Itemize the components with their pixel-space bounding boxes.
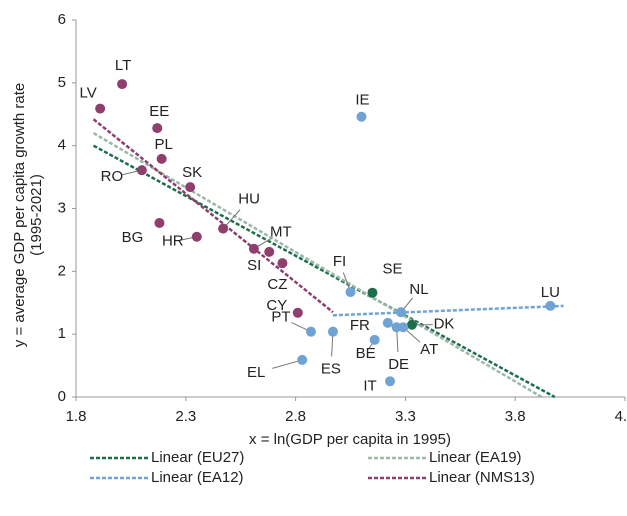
point <box>191 231 202 242</box>
point-label: PT <box>271 309 290 326</box>
point-label: PL <box>154 136 172 153</box>
point <box>406 319 417 330</box>
y-tick-label: 5 <box>58 74 66 91</box>
point-label: CZ <box>267 276 287 293</box>
point <box>382 317 393 328</box>
x-tick-label: 1.8 <box>66 408 87 425</box>
point <box>152 123 163 134</box>
trendline <box>92 144 556 399</box>
point-label: LU <box>541 284 560 301</box>
y-tick-label: 1 <box>58 325 66 342</box>
point-label: LT <box>115 57 131 74</box>
point <box>398 322 409 333</box>
point <box>117 79 128 90</box>
point-label: RO <box>101 168 124 185</box>
point-label: FR <box>350 317 370 334</box>
point-label: HR <box>162 233 184 250</box>
point-label: ES <box>321 361 341 378</box>
point <box>327 326 338 337</box>
point <box>385 376 396 387</box>
point <box>305 326 316 337</box>
point-label: DE <box>388 356 409 373</box>
y-tick-label: 3 <box>58 199 66 216</box>
point <box>264 246 275 257</box>
point-label: SK <box>182 164 202 181</box>
y-tick-label: 4 <box>58 137 66 154</box>
point-label: BE <box>356 345 376 362</box>
point <box>156 153 167 164</box>
leader-line <box>272 359 303 369</box>
legend-label: Linear (EU27) <box>151 449 244 466</box>
point-label: SE <box>382 261 402 278</box>
x-tick-label: 3.8 <box>505 408 526 425</box>
point-label: IT <box>363 377 376 394</box>
point <box>136 165 147 176</box>
point <box>356 111 367 122</box>
legend-label: Linear (EA19) <box>429 449 522 466</box>
trendline <box>92 118 334 314</box>
point <box>292 307 303 318</box>
point-label: EE <box>149 103 169 120</box>
x-tick-label: 4.3 <box>615 408 627 425</box>
trendline <box>92 132 543 399</box>
point-label: LV <box>80 85 97 102</box>
y-axis-title: y = average GDP per capita growth rate <box>11 83 28 347</box>
point-label: SI <box>247 257 261 274</box>
point-label: EL <box>247 364 265 381</box>
y-axis-title: (1995-2021) <box>28 174 45 256</box>
point-label: IE <box>355 92 369 109</box>
point <box>248 243 259 254</box>
point <box>545 300 556 311</box>
x-axis-title: x = ln(GDP per capita in 1995) <box>249 431 451 448</box>
point <box>185 182 196 193</box>
x-tick-label: 2.8 <box>285 408 306 425</box>
point-label: MT <box>270 224 292 241</box>
x-tick-label: 2.3 <box>175 408 196 425</box>
point <box>277 258 288 269</box>
point-label: CY <box>266 297 287 314</box>
point-label: AT <box>420 341 438 358</box>
point <box>95 103 106 114</box>
y-tick-label: 2 <box>58 262 66 279</box>
y-tick-label: 6 <box>58 11 66 28</box>
x-tick-label: 3.3 <box>395 408 416 425</box>
point-label: FI <box>333 253 346 270</box>
point <box>345 287 356 298</box>
point-label: HU <box>238 191 260 208</box>
point-label: BG <box>122 229 144 246</box>
y-tick-label: 0 <box>58 388 66 405</box>
point-label: NL <box>409 281 428 298</box>
point <box>369 334 380 345</box>
point <box>297 354 308 365</box>
point <box>396 307 407 318</box>
point <box>218 223 229 234</box>
legend-label: Linear (EA12) <box>151 469 244 486</box>
point <box>367 287 378 298</box>
trendline <box>332 304 564 317</box>
point-label: DK <box>434 316 455 333</box>
point <box>154 217 165 228</box>
legend-label: Linear (NMS13) <box>429 469 535 486</box>
